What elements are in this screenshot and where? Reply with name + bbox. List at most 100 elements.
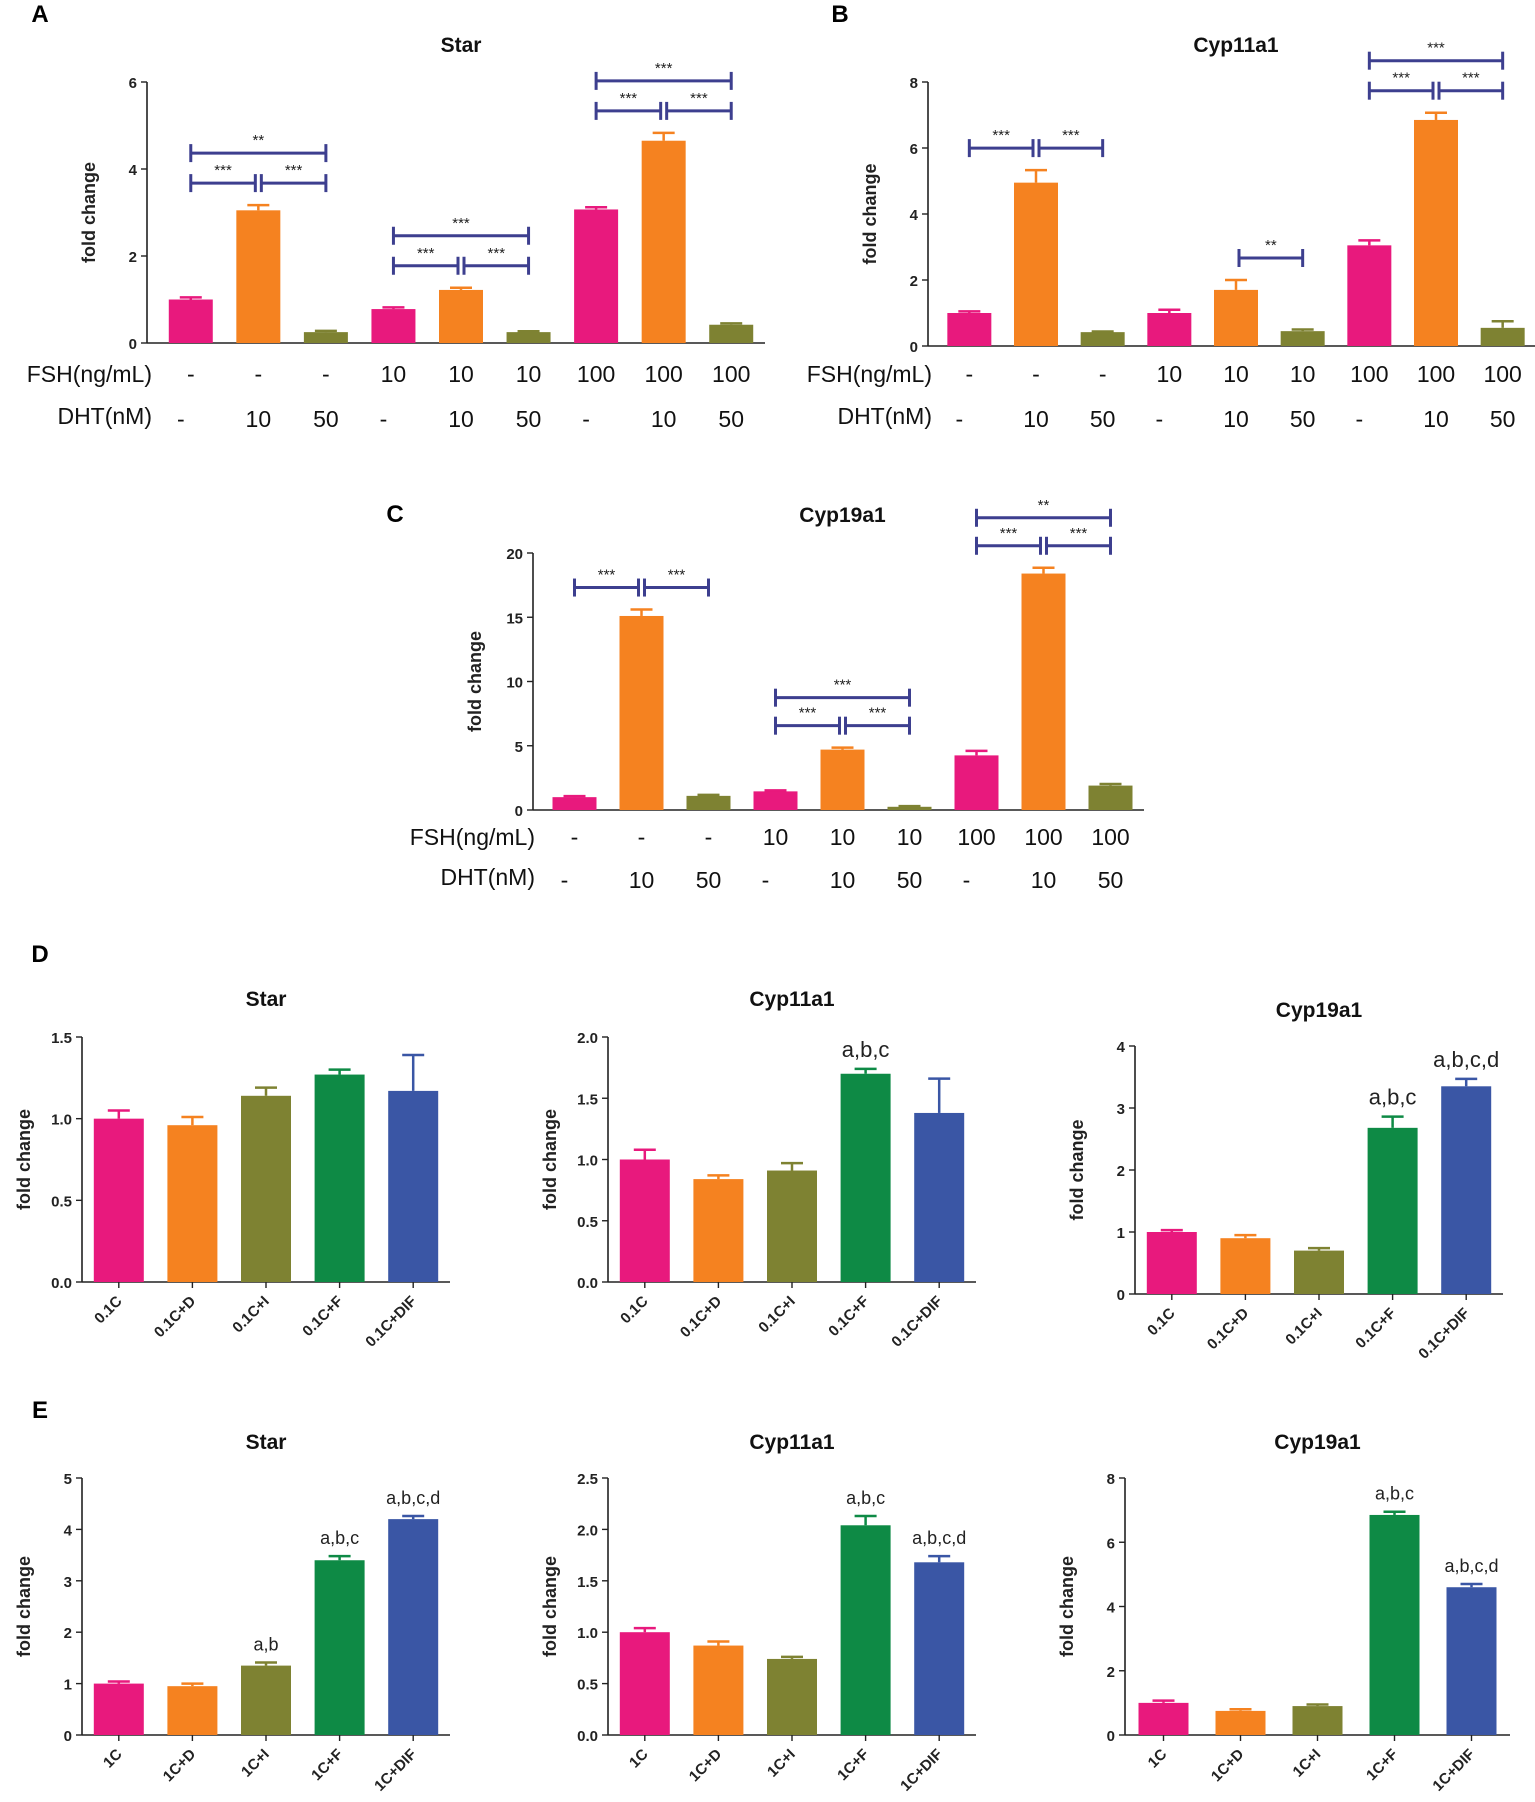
dht-value: 50 (1490, 406, 1516, 432)
fsh-value: 10 (763, 824, 789, 850)
significance-annotation: a,b,c (1375, 1484, 1414, 1504)
y-tick-label: 1.0 (577, 1153, 598, 1170)
y-tick-label: 1.0 (577, 1625, 598, 1642)
y-tick-label: 2.0 (577, 1522, 598, 1539)
fsh-value: 10 (516, 361, 542, 387)
x-tick-label: 1C (100, 1746, 126, 1772)
significance-stars: *** (869, 705, 887, 722)
bar (709, 324, 754, 343)
y-tick-label: 3 (1117, 1101, 1125, 1118)
y-axis-label: fold change (860, 163, 880, 264)
y-tick-label: 0 (1117, 1287, 1125, 1304)
bar (1367, 1127, 1418, 1294)
chart-e-cyp19a1: Cyp19a1 0 2 4 6 8 fold change 1C 1C+D 1C+I 1C+F 1C+… (1057, 1431, 1510, 1795)
dht-value: 10 (651, 406, 677, 432)
chart-d-cyp19a1: Cyp19a1 0 1 2 3 4 fold change 0.1C 0.1C+D 0.1C+I 0… (1067, 999, 1503, 1363)
dht-value: 50 (718, 406, 744, 432)
significance-annotation: a,b,c (1369, 1085, 1417, 1110)
bar (1147, 313, 1192, 346)
bar (619, 1632, 670, 1735)
bar (693, 1645, 744, 1735)
chart-d-cyp11a1: Cyp11a1 0.0 0.5 1.0 1.5 2.0 fold change 0.1C 0.1… (540, 988, 976, 1351)
bar (820, 749, 865, 810)
y-axis-label: fold change (1067, 1119, 1087, 1220)
fsh-value: 10 (448, 361, 474, 387)
bar (693, 1179, 744, 1282)
x-tick-label: 0.1C+F (1352, 1305, 1399, 1352)
fsh-value: - (1032, 361, 1040, 387)
y-tick-label: 0 (910, 339, 918, 356)
y-tick-label: 5 (515, 739, 523, 756)
bar (887, 806, 932, 810)
significance-stars: ** (1265, 237, 1277, 254)
significance-stars: *** (690, 90, 708, 107)
chart-title: Cyp11a1 (1193, 34, 1279, 57)
dht-value: - (762, 867, 770, 893)
y-tick-label: 1 (1117, 1225, 1125, 1242)
fsh-value: 100 (1417, 361, 1455, 387)
significance-stars: *** (1062, 127, 1080, 144)
dht-value: - (955, 406, 963, 432)
fsh-value: 100 (1091, 824, 1129, 850)
significance-stars: *** (655, 60, 673, 77)
fsh-row-label: FSH(ng/mL) (410, 824, 535, 850)
dht-value: 10 (629, 867, 655, 893)
x-tick-label: 0.1C+DIF (888, 1293, 946, 1351)
bar (506, 332, 551, 343)
x-tick-label: 0.1C+I (1282, 1305, 1326, 1349)
significance-stars: *** (488, 245, 506, 262)
significance-annotation: a,b,c,d (912, 1528, 966, 1548)
y-tick-label: 0 (64, 1728, 72, 1745)
significance-annotation: a,b,c,d (386, 1488, 440, 1508)
chart-title: Star (246, 988, 287, 1011)
dht-value: 50 (516, 406, 542, 432)
y-tick-label: 1.5 (51, 1030, 72, 1047)
y-tick-label: 6 (129, 75, 137, 92)
dht-value: 50 (1290, 406, 1316, 432)
significance-stars: *** (1392, 70, 1410, 87)
dht-value: - (561, 867, 569, 893)
y-axis-label: fold change (465, 631, 485, 732)
y-axis-label: fold change (1057, 1556, 1077, 1657)
y-tick-label: 5 (64, 1471, 72, 1488)
significance-stars: *** (620, 90, 638, 107)
significance-stars: *** (834, 677, 852, 694)
bar (1441, 1086, 1492, 1294)
dht-value: 10 (1023, 406, 1049, 432)
fsh-value: 10 (1157, 361, 1183, 387)
chart-b-cyp11a1: Cyp11a1 0 2 4 6 8 fold change FSH(ng/mL) DHT(nM)… (807, 34, 1535, 432)
chart-d-star: Star 0.0 0.5 1.0 1.5 fold change 0.1C 0.1C+D 0.1… (14, 988, 450, 1351)
bar (388, 1519, 439, 1735)
bar (686, 795, 731, 810)
y-tick-label: 0.0 (51, 1275, 72, 1292)
chart-title: Cyp19a1 (1274, 1431, 1361, 1454)
x-tick-label: 1C (626, 1746, 652, 1772)
x-tick-label: 0.1C+DIF (1415, 1305, 1473, 1363)
significance-annotation: a,b,c (846, 1488, 885, 1508)
y-tick-label: 3 (64, 1574, 72, 1591)
x-tick-label: 1C+D (1208, 1746, 1248, 1786)
dht-value: 10 (1031, 867, 1057, 893)
panel-letter: A (31, 1, 48, 28)
bar (1294, 1250, 1344, 1294)
y-tick-label: 8 (1107, 1471, 1115, 1488)
bar (1080, 332, 1125, 346)
significance-stars: *** (992, 127, 1010, 144)
dht-value: 10 (448, 406, 474, 432)
bar (753, 791, 798, 810)
bar (767, 1170, 817, 1282)
x-tick-label: 0.1C+D (677, 1293, 725, 1341)
bar (840, 1073, 891, 1282)
bar (303, 332, 348, 343)
y-tick-label: 2 (129, 249, 137, 266)
x-tick-label: 1C+F (308, 1746, 346, 1784)
dht-value: 50 (696, 867, 722, 893)
y-tick-label: 0 (1107, 1728, 1115, 1745)
y-axis-label: fold change (540, 1109, 560, 1210)
significance-stars: *** (1070, 525, 1088, 542)
y-tick-label: 0 (129, 336, 137, 353)
y-tick-label: 1.0 (51, 1112, 72, 1129)
bar (1347, 245, 1392, 346)
fsh-value: 100 (1350, 361, 1388, 387)
